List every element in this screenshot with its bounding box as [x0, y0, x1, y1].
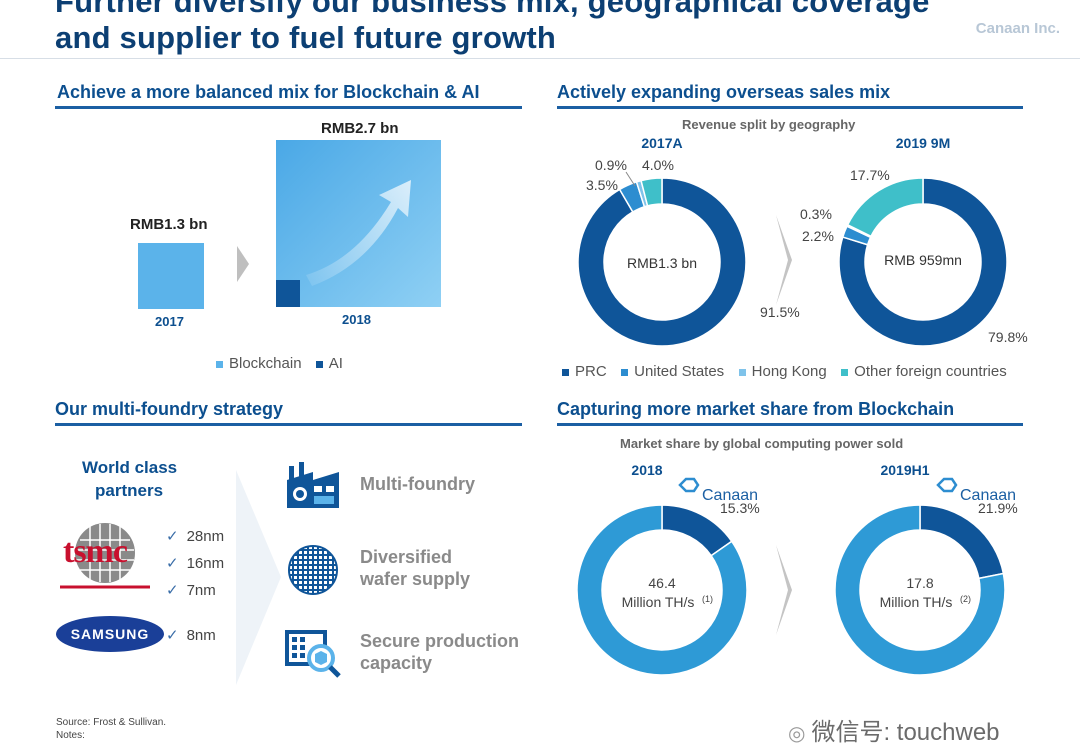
company-logo: Canaan Inc. [975, 20, 1060, 37]
growth-arrow-icon [306, 180, 411, 286]
mix-section-rule [55, 106, 522, 109]
check-icon: ✓ [166, 555, 179, 572]
overseas-subheading: Revenue split by geography [682, 117, 856, 132]
check-icon: ✓ [166, 582, 179, 599]
bar-2018-value: RMB2.7 bn [321, 120, 399, 137]
legend-item-blockchain: Blockchain [216, 355, 302, 372]
feature-diversified-wafer: Diversified wafer supply [360, 547, 471, 589]
tsmc-node-list: ✓ 28nm ✓ 16nm ✓ 7nm [166, 523, 224, 604]
factory-icon [283, 452, 343, 512]
tsmc-logo: tsmc [60, 520, 150, 590]
label-us-2017a: 3.5% [586, 177, 618, 193]
legend-item-hk: Hong Kong [738, 363, 827, 380]
legend-item-ai: AI [315, 355, 343, 372]
overseas-section-rule [557, 106, 1023, 109]
bar-2017-blockchain [138, 243, 204, 309]
partners-title-2: partners [95, 481, 164, 500]
label-other-2017a: 4.0% [642, 157, 674, 173]
arrow-right-icon [776, 215, 792, 305]
canaan-logo-icon [678, 477, 700, 493]
geography-donut-charts: 2017A RMB1.3 bn 91.5% 3.5% 0.9% 4.0% 2019 9M RM… [577, 135, 1028, 347]
wafer-icon [283, 540, 343, 600]
center-value-2019h1: 17.8 [906, 575, 933, 591]
tsmc-node: ✓ 16nm [166, 555, 225, 572]
tsmc-node: ✓ 28nm [166, 528, 225, 545]
canaan-logo-icon [936, 477, 958, 493]
overseas-legend: PRC United States Hong Kong Other foreig… [562, 363, 1007, 381]
donut-2017a [577, 177, 747, 347]
bar-2018-blockchain [276, 140, 441, 307]
slice-other-foreign-countries [640, 177, 663, 207]
bar-2017-year: 2017 [155, 314, 184, 329]
canaan-brand-2018: Canaan [702, 487, 758, 504]
chart-title-2019h1: 2019H1 [880, 462, 929, 478]
slice-prc [838, 177, 1008, 347]
wechat-icon: ◎ [788, 723, 806, 745]
market-share-donut-charts: 2018 Canaan 46.4 Million TH/s (1) 15.3% 2019H1… [576, 462, 1018, 676]
label-hk-2019-9m: 0.3% [800, 206, 832, 222]
tsmc-node: ✓ 7nm [166, 582, 216, 599]
center-unit-2019h1: Million TH/s [880, 594, 953, 610]
wechat-watermark: ◎ 微信号: touchweb [788, 719, 1000, 746]
legend-item-us: United States [621, 363, 724, 380]
wafer-inspect-icon [283, 624, 343, 684]
donut-2019h1 [834, 504, 1006, 676]
share-section-heading: Capturing more market share from Blockch… [557, 399, 955, 419]
samsung-logo: SAMSUNG [56, 616, 164, 652]
center-value-2018: 46.4 [648, 575, 675, 591]
samsung-node: ✓ 8nm [166, 627, 216, 644]
partners-title-1: World class [82, 458, 178, 477]
label-prc-2019-9m: 79.8% [988, 329, 1028, 345]
arrow-right-icon [776, 545, 792, 635]
legend-item-other: Other foreign countries [841, 363, 1007, 380]
chart-title-2017a: 2017A [641, 135, 682, 151]
page-title-line-1: Further diversify our business mix, geog… [55, 0, 930, 19]
label-us-2019-9m: 2.2% [802, 228, 834, 244]
leader-line [625, 171, 636, 187]
mix-legend: Blockchain AI [216, 355, 353, 372]
footnote-mark-2019h1: (2) [960, 594, 971, 604]
donut-2018 [576, 504, 748, 676]
chart-title-2018: 2018 [631, 462, 662, 478]
bar-2018-ai [276, 280, 300, 307]
foundry-section-heading: Our multi-foundry strategy [55, 399, 284, 419]
center-label-2019-9m: RMB 959mn [884, 252, 962, 268]
label-other-2019-9m: 17.7% [850, 167, 890, 183]
mix-section-heading: Achieve a more balanced mix for Blockcha… [57, 82, 480, 102]
slice-prc [577, 177, 747, 347]
header-divider [0, 58, 1080, 59]
share-section-rule [557, 423, 1023, 426]
center-label-2017a: RMB1.3 bn [627, 255, 697, 271]
bar-2018-year: 2018 [342, 312, 371, 327]
check-icon: ✓ [166, 528, 179, 545]
label-hk-2017a: 0.9% [595, 157, 627, 173]
foundry-section-rule [55, 423, 522, 426]
slice-other-foreign-countries [846, 177, 924, 238]
label-canaan-2019h1: 21.9% [978, 500, 1018, 516]
foundry-big-arrow [236, 470, 281, 690]
bar-2017-value: RMB1.3 bn [130, 216, 208, 233]
footer-source: Source: Frost & Sullivan. [56, 717, 167, 728]
check-icon: ✓ [166, 627, 179, 644]
center-unit-2018: Million TH/s [622, 594, 695, 610]
chart-title-2019-9m: 2019 9M [896, 135, 950, 151]
donut-2019-9m [838, 177, 1008, 347]
footnote-mark-2018: (1) [702, 594, 713, 604]
slice-others [834, 504, 1006, 676]
feature-secure-capacity: Secure production capacity [360, 631, 520, 673]
share-subheading: Market share by global computing power s… [620, 436, 904, 451]
legend-item-prc: PRC [562, 363, 607, 380]
slice-others [576, 504, 748, 676]
label-prc-2017a: 91.5% [760, 304, 800, 320]
footer-notes: Notes: [56, 730, 85, 741]
arrow-right-icon [237, 246, 249, 282]
page-title-line-2: and supplier to fuel future growth [55, 20, 557, 55]
slice-canaan [919, 504, 1005, 580]
overseas-section-heading: Actively expanding overseas sales mix [557, 82, 891, 102]
feature-multi-foundry: Multi-foundry [360, 474, 475, 494]
label-canaan-2018: 15.3% [720, 500, 760, 516]
canaan-brand-2019h1: Canaan [960, 487, 1016, 504]
